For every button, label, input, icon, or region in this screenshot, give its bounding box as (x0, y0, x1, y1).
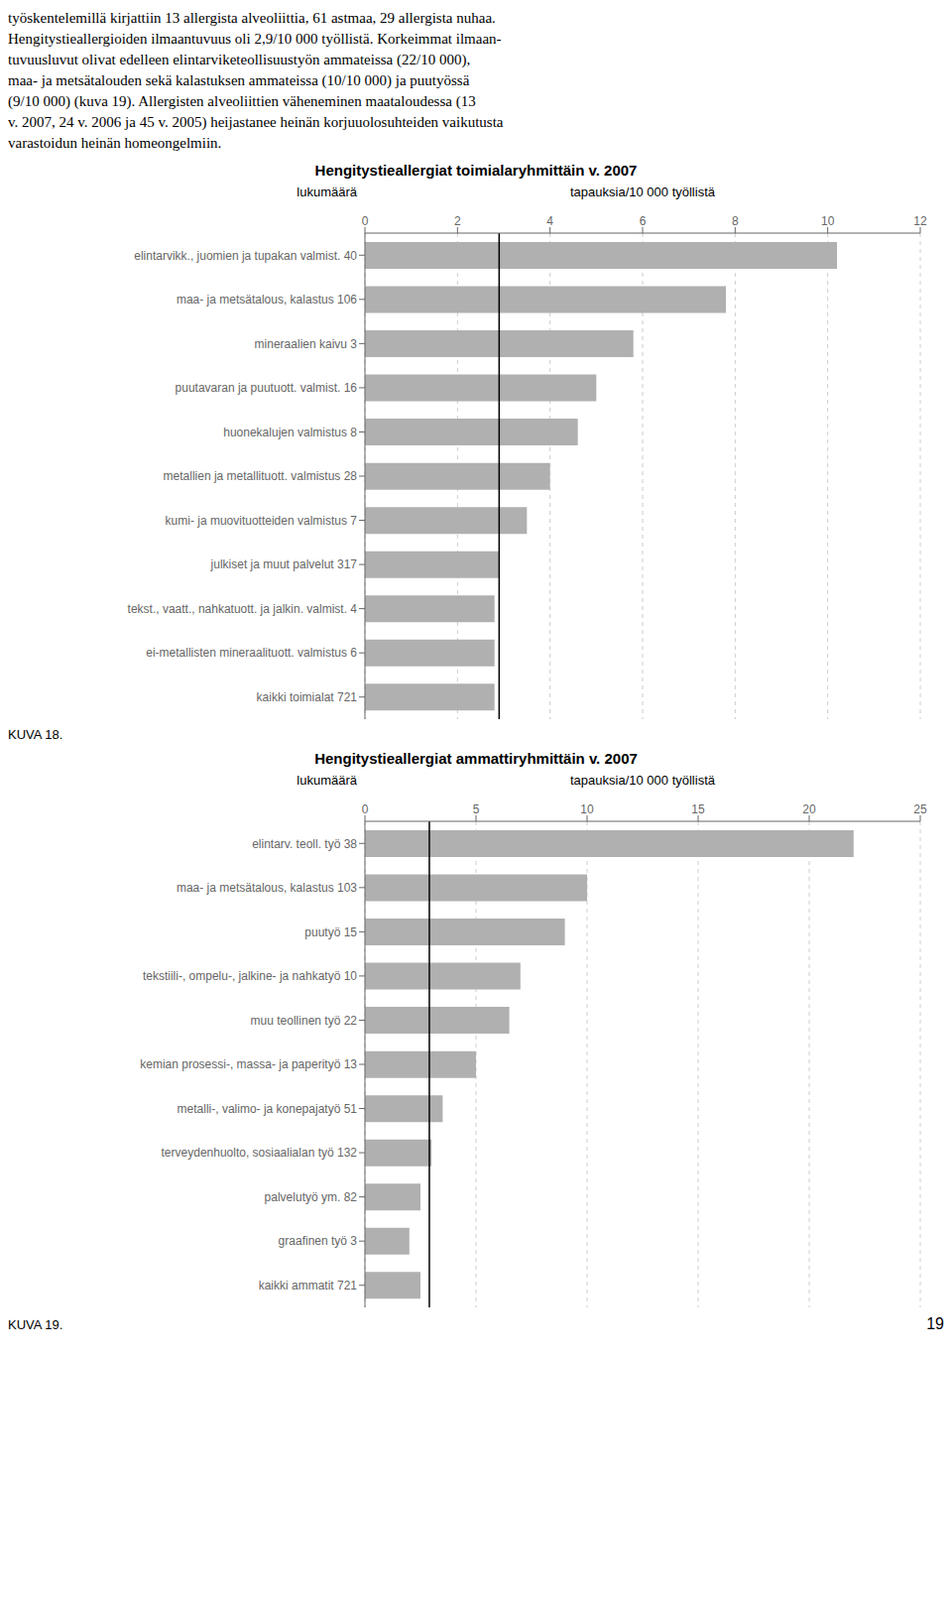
svg-text:graafinen työ 3: graafinen työ 3 (278, 1233, 358, 1248)
svg-text:8: 8 (731, 214, 739, 229)
svg-text:mineraalien kaivu 3: mineraalien kaivu 3 (254, 337, 358, 352)
svg-text:2: 2 (454, 214, 462, 229)
html-text:v. 2007, 24 v. 2006 ja 45 v. 2: v. 2007, 24 v. 2006 ja 45 v. 2005) heija… (7, 114, 504, 130)
svg-text:huonekalujen valmistus 8: huonekalujen valmistus 8 (223, 425, 357, 440)
html-text:tuvuusluvut olivat edelleen el: tuvuusluvut olivat edelleen elintarviket… (7, 51, 471, 68)
html-text:Hengitystieallergiat toimialar: Hengitystieallergiat toimialaryhmittäin … (314, 161, 638, 179)
svg-text:terveydenhuolto, sosiaalialan: terveydenhuolto, sosiaalialan työ 132 (161, 1145, 358, 1160)
html-text:maa- ja metsätalouden sekä kal: maa- ja metsätalouden sekä kalastuksen a… (7, 72, 470, 89)
svg-text:muu teollinen työ 22: muu teollinen työ 22 (250, 1013, 358, 1028)
svg-text:6: 6 (639, 214, 647, 229)
svg-text:kumi- ja muovituotteiden valmi: kumi- ja muovituotteiden valmistus 7 (165, 513, 358, 528)
svg-text:kaikki ammatit 721: kaikki ammatit 721 (258, 1278, 358, 1293)
svg-text:12: 12 (913, 214, 928, 229)
html-text:19: 19 (926, 1314, 945, 1332)
svg-text:4: 4 (546, 214, 554, 229)
svg-text:metallien ja metallituott. val: metallien ja metallituott. valmistus 28 (163, 469, 358, 483)
svg-text:julkiset ja muut palvelut 317: julkiset ja muut palvelut 317 (210, 557, 358, 572)
svg-text:0: 0 (361, 214, 369, 229)
svg-text:15: 15 (691, 802, 706, 817)
svg-text:maa- ja metsätalous, kalastus: maa- ja metsätalous, kalastus 103 (176, 880, 357, 895)
svg-text:palvelutyö ym. 82: palvelutyö ym. 82 (264, 1190, 358, 1204)
svg-text:10: 10 (580, 802, 595, 817)
svg-text:5: 5 (473, 802, 480, 817)
html-text:työskentelemillä kirjattiin 13: työskentelemillä kirjattiin 13 allergist… (7, 9, 496, 26)
html-text:KUVA 18.: KUVA 18. (7, 726, 63, 742)
svg-text:kaikki toimialat 721: kaikki toimialat 721 (256, 690, 358, 705)
svg-text:kemian prosessi-, massa- ja pa: kemian prosessi-, massa- ja paperityö 13 (139, 1057, 357, 1071)
html-text:tapauksia/10 000 työllistä: tapauksia/10 000 työllistä (570, 772, 715, 788)
svg-text:10: 10 (821, 214, 835, 229)
html-text:lukumäärä: lukumäärä (296, 184, 357, 200)
svg-text:0: 0 (361, 802, 369, 817)
html-text:tapauksia/10 000 työllistä: tapauksia/10 000 työllistä (570, 184, 715, 200)
svg-text:metalli-, valimo- ja konepajat: metalli-, valimo- ja konepajatyö 51 (177, 1101, 358, 1116)
svg-text:elintarvikk., juomien ja tupak: elintarvikk., juomien ja tupakan valmist… (133, 248, 357, 263)
svg-text:tekstiili-, ompelu-, jalkine-: tekstiili-, ompelu-, jalkine- ja nahkaty… (142, 968, 357, 983)
svg-text:puutavaran ja puutuott. valmis: puutavaran ja puutuott. valmist. 16 (175, 380, 358, 395)
html-text:KUVA 19.: KUVA 19. (7, 1316, 63, 1332)
html-text:lukumäärä: lukumäärä (296, 772, 357, 788)
svg-text:elintarv. teoll. työ 38: elintarv. teoll. työ 38 (251, 836, 357, 851)
svg-text:25: 25 (913, 802, 928, 817)
svg-text:puutyö 15: puutyö 15 (304, 925, 357, 940)
html-text:Hengitystieallergioiden ilmaan: Hengitystieallergioiden ilmaantuvuus oli… (7, 30, 502, 47)
html-text:Hengitystieallergiat ammattiry: Hengitystieallergiat ammattiryhmittäin v… (314, 749, 638, 767)
html-text:varastoidun heinän homeongelmi: varastoidun heinän homeongelmiin. (7, 134, 222, 151)
svg-text:tekst., vaatt., nahkatuott. ja: tekst., vaatt., nahkatuott. ja jalkin. v… (127, 601, 358, 616)
html-text:(9/10 000) (kuva 19). Allergis: (9/10 000) (kuva 19). Allergisten alveol… (7, 93, 476, 110)
svg-text:ei-metallisten mineraalituott.: ei-metallisten mineraalituott. valmistus… (145, 645, 357, 660)
svg-text:maa- ja metsätalous, kalastus: maa- ja metsätalous, kalastus 106 (176, 292, 357, 307)
svg-text:20: 20 (802, 802, 817, 817)
